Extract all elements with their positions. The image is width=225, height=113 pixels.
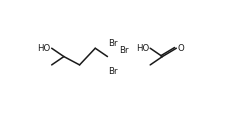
Text: Br: Br (119, 46, 128, 55)
Text: HO: HO (136, 44, 149, 53)
Text: Br: Br (108, 67, 118, 75)
Text: O: O (178, 44, 184, 53)
Text: HO: HO (38, 44, 51, 53)
Text: Br: Br (108, 39, 118, 48)
